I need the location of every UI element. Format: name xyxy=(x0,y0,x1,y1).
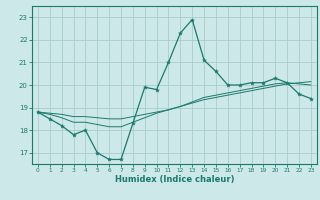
X-axis label: Humidex (Indice chaleur): Humidex (Indice chaleur) xyxy=(115,175,234,184)
